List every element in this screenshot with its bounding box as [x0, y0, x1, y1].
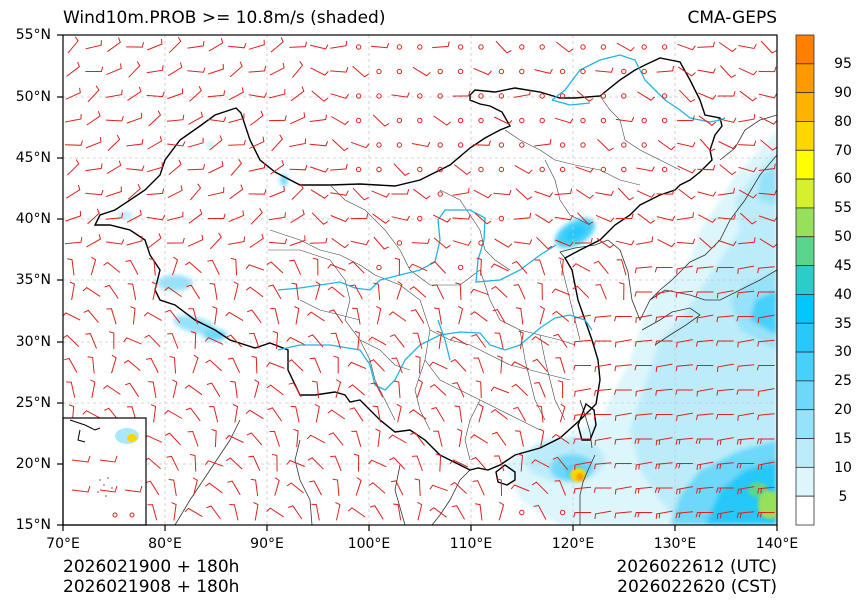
valid-time-utc: 2026022612 (UTC) [616, 557, 777, 577]
colorbar-label-90: 90 [834, 85, 852, 101]
colorbar-label-50: 50 [834, 229, 852, 245]
colorbar-label-45: 45 [834, 258, 852, 274]
colorbar-label-5: 5 [838, 489, 848, 505]
china-border [93, 57, 723, 486]
colorbar-label-30: 30 [834, 344, 852, 360]
colorbar-label-55: 55 [834, 200, 852, 216]
colorbar-segment [795, 34, 815, 65]
colorbar-label-10: 10 [834, 460, 852, 476]
gridlines [63, 35, 777, 525]
wind-barbs [63, 36, 777, 521]
lon-label-140: 140°E [755, 536, 799, 552]
lat-label-45: 45°N [15, 150, 51, 166]
colorbar-segment [795, 466, 815, 497]
colorbar-segment [795, 178, 815, 209]
init-time-block: 2026021900 + 180h 2026021908 + 180h [63, 557, 239, 597]
colorbar-label-15: 15 [834, 431, 852, 447]
colorbar-segment [795, 207, 815, 238]
lat-label-25: 25°N [15, 395, 51, 411]
lon-label-70: 70°E [46, 536, 80, 552]
colorbar-label-95: 95 [834, 56, 852, 72]
lat-label-40: 40°N [15, 211, 51, 227]
lon-label-120: 120°E [551, 536, 595, 552]
lon-label-90: 90°E [250, 536, 284, 552]
colorbar-segment [795, 438, 815, 468]
valid-time-cst: 2026022620 (CST) [617, 577, 777, 597]
colorbar [795, 34, 815, 526]
colorbar-label-80: 80 [834, 114, 852, 130]
model-source-label: CMA-GEPS [687, 8, 777, 28]
colorbar-segment [795, 63, 815, 94]
colorbar-label-35: 35 [834, 316, 852, 332]
colorbar-label-25: 25 [834, 373, 852, 389]
south-china-sea-inset [62, 417, 147, 526]
axis-ticks [57, 34, 778, 531]
map-title: Wind10m.PROB >= 10.8m/s (shaded) [63, 8, 386, 28]
lat-label-55: 55°N [15, 27, 51, 43]
colorbar-segment [795, 294, 815, 324]
province-borders [268, 95, 681, 461]
colorbar-segment [795, 92, 815, 122]
colorbar-segment [795, 121, 815, 151]
colorbar-label-40: 40 [834, 287, 852, 303]
valid-time-block: 2026022612 (UTC) 2026022620 (CST) [616, 557, 777, 597]
lat-label-50: 50°N [15, 89, 51, 105]
lat-label-35: 35°N [15, 272, 51, 288]
lat-label-15: 15°N [15, 517, 51, 533]
colorbar-label-60: 60 [834, 171, 852, 187]
lat-label-20: 20°N [15, 456, 51, 472]
colorbar-segment [795, 409, 815, 439]
colorbar-segment [795, 351, 815, 382]
lon-label-110: 110°E [449, 536, 493, 552]
colorbar-segment [795, 380, 815, 411]
colorbar-label-70: 70 [834, 143, 852, 159]
colorbar-label-20: 20 [834, 402, 852, 418]
colorbar-segment [795, 149, 815, 180]
lon-label-130: 130°E [653, 536, 697, 552]
init-time-cst: 2026021908 + 180h [63, 577, 240, 597]
init-time-utc: 2026021900 + 180h [63, 557, 240, 577]
lat-label-30: 30°N [15, 334, 51, 350]
lon-label-100: 100°E [347, 536, 391, 552]
colorbar-segment [795, 236, 815, 266]
lon-label-80: 80°E [148, 536, 182, 552]
colorbar-segment [795, 322, 815, 353]
colorbar-segment [795, 495, 815, 526]
rivers [277, 54, 726, 391]
colorbar-segment [795, 265, 815, 295]
